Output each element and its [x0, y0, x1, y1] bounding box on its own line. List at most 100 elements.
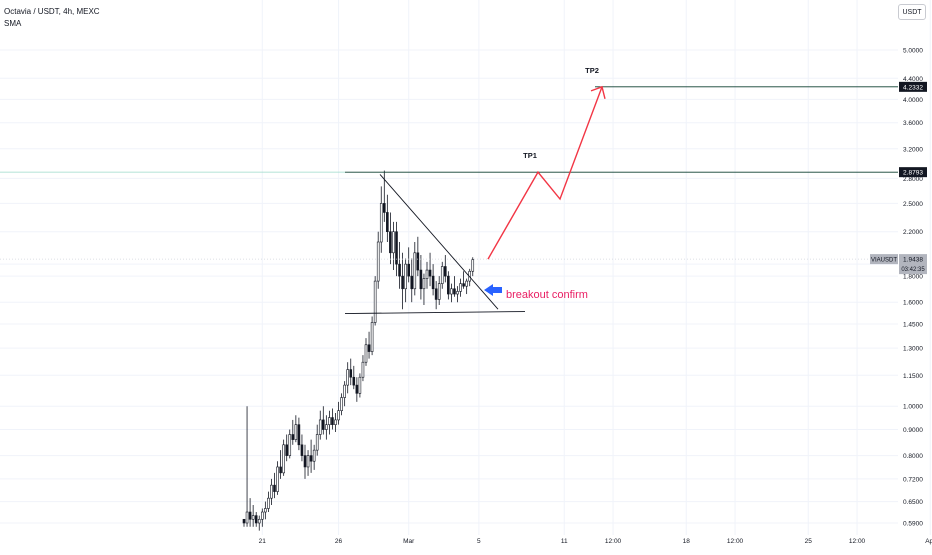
- candle-body: [459, 283, 462, 292]
- candle-body: [294, 424, 298, 440]
- candle-body: [325, 424, 328, 430]
- candle-body: [379, 203, 383, 243]
- candle-body: [431, 275, 435, 290]
- candle-body: [264, 508, 267, 513]
- candle-body: [437, 283, 441, 300]
- candle-body: [373, 280, 377, 323]
- y-tick-label: 4.0000: [903, 97, 923, 104]
- breakout-arrow: [484, 284, 502, 296]
- y-tick-label: 0.6500: [903, 499, 923, 506]
- candles: [242, 170, 475, 531]
- price-label: 4.2332: [903, 84, 923, 91]
- candle-body: [355, 384, 359, 394]
- candle-body: [276, 466, 279, 492]
- y-tick-label: 1.0000: [903, 404, 923, 411]
- y-tick-label: 4.4000: [903, 76, 923, 83]
- y-tick-label: 3.6000: [903, 120, 923, 127]
- candle-body: [297, 424, 301, 446]
- candle-body: [282, 444, 285, 474]
- candle-body: [245, 511, 249, 524]
- candle-body: [440, 266, 444, 284]
- price-label: 2.8793: [903, 170, 923, 177]
- indicator-label[interactable]: SMA: [4, 19, 22, 28]
- candle-body: [370, 322, 374, 352]
- y-tick-label: 1.3000: [903, 346, 923, 353]
- countdown-label: 03:42:35: [901, 267, 925, 273]
- candle-body: [376, 241, 380, 282]
- candle-body: [465, 280, 468, 287]
- target-level-label: TP2: [585, 66, 599, 75]
- x-tick-label: Apr: [925, 538, 932, 545]
- time-axis[interactable]: 2126Mar51112:001812:002512:00Apr12:00812…: [259, 538, 932, 545]
- x-tick-label: 11: [561, 538, 568, 545]
- candle-body: [312, 449, 316, 462]
- chart-title[interactable]: Octavia / USDT, 4h, MEXC: [4, 7, 100, 16]
- candle-body: [285, 444, 289, 456]
- y-tick-label: 3.2000: [903, 146, 923, 153]
- symbol-label: VIAUSDT: [871, 258, 897, 264]
- candle-body: [456, 291, 459, 295]
- y-tick-label: 1.1500: [903, 373, 923, 380]
- candle-body: [288, 434, 292, 456]
- candle-body: [254, 515, 258, 524]
- x-tick-label: 12:00: [605, 538, 622, 545]
- price-axis[interactable]: 5.0000 4.4000 4.0000 3.6000 3.2000 2.8000 2.50…: [870, 48, 927, 528]
- candle-body: [422, 278, 426, 290]
- candle-body: [447, 275, 450, 295]
- candle-body: [358, 376, 362, 394]
- y-tick-label: 2.5000: [903, 201, 923, 208]
- candle-body: [349, 369, 353, 378]
- symbol-label-bg: [870, 254, 898, 265]
- candle-body: [425, 269, 429, 279]
- candle-body: [413, 252, 417, 290]
- candle-body: [343, 384, 346, 398]
- candle-body: [398, 263, 401, 277]
- x-tick-label: 26: [335, 538, 343, 545]
- y-tick-label: 2.2000: [903, 229, 923, 236]
- candle-body: [453, 288, 456, 295]
- candle-body: [367, 344, 371, 352]
- target-level-label: TP1: [523, 151, 537, 160]
- candle-body: [306, 455, 310, 468]
- candle-body: [273, 484, 276, 492]
- candle-body: [404, 263, 407, 290]
- candle-body: [337, 410, 340, 421]
- y-tick-label: 0.5900: [903, 521, 923, 528]
- candle-body: [392, 231, 395, 254]
- chart-header: Octavia / USDT, 4h, MEXC SMA: [4, 6, 100, 30]
- y-tick-label: 0.8000: [903, 453, 923, 460]
- candle-body: [303, 455, 307, 468]
- y-tick-label: 5.0000: [903, 48, 923, 55]
- breakout-annotation: breakout confirm: [506, 289, 588, 301]
- projection-path: [487, 86, 603, 260]
- candle-body: [300, 444, 304, 456]
- candle-body: [340, 397, 343, 411]
- candle-body: [248, 511, 252, 520]
- x-tick-label: Mar: [403, 538, 415, 545]
- candle-body: [309, 455, 313, 462]
- currency-button[interactable]: USDT: [898, 4, 926, 20]
- candle-body: [352, 376, 356, 386]
- candle-body: [242, 518, 246, 524]
- x-tick-label: 25: [805, 538, 813, 545]
- drawings: TP1 TP2 breakout confirm: [0, 66, 898, 314]
- x-tick-label: 12:00: [849, 538, 866, 545]
- candle-body: [361, 361, 365, 378]
- candle-body: [434, 288, 438, 300]
- grid: [0, 0, 931, 535]
- candle-body: [328, 417, 331, 425]
- x-tick-label: 21: [259, 538, 267, 545]
- x-tick-label: 18: [683, 538, 691, 545]
- candle-body: [419, 269, 423, 290]
- candle-body: [267, 497, 270, 509]
- y-tick-label: 2.8000: [903, 176, 923, 183]
- candle-body: [257, 518, 261, 524]
- candle-body: [386, 212, 389, 233]
- candle-body: [270, 484, 273, 499]
- candle-body: [279, 466, 282, 474]
- y-tick-label: 1.6000: [903, 300, 923, 307]
- candle-body: [318, 419, 322, 435]
- current-price-bg: [899, 254, 927, 275]
